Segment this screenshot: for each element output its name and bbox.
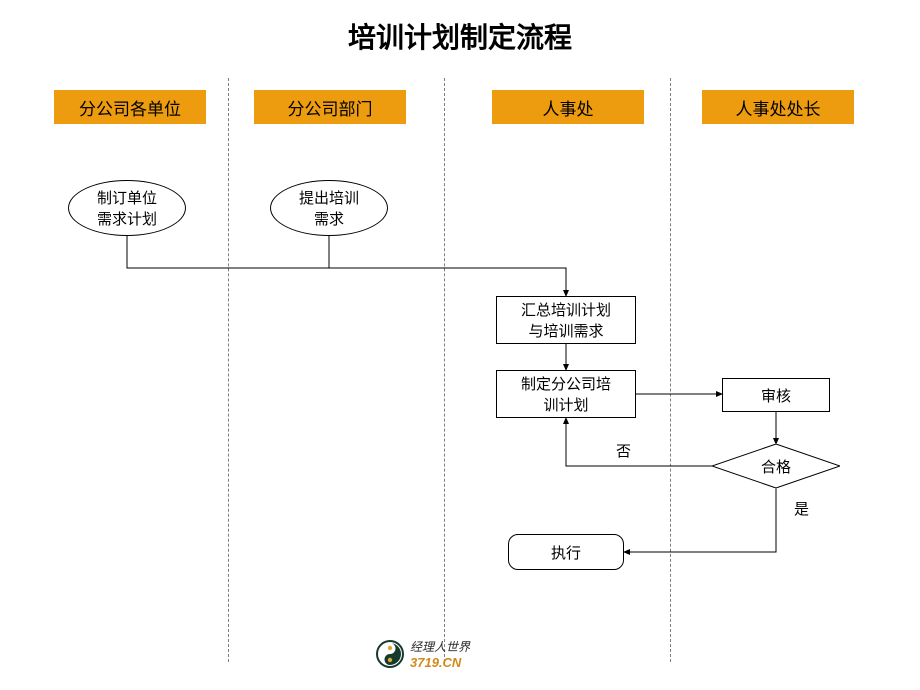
node-text: 执行 <box>551 542 581 563</box>
node-text: 制订单位 <box>97 187 157 208</box>
node-review: 审核 <box>722 378 830 412</box>
node-execute: 执行 <box>508 534 624 570</box>
node-text: 训计划 <box>521 394 611 415</box>
node-text: 制定分公司培 <box>521 373 611 394</box>
lane-header-3-label: 人事处 <box>543 95 594 120</box>
node-text: 汇总培训计划 <box>521 299 611 320</box>
node-propose-training-demand: 提出培训 需求 <box>270 180 388 236</box>
node-summarize-plan: 汇总培训计划 与培训需求 <box>496 296 636 344</box>
edge-n6-yes-n7 <box>624 488 776 552</box>
edge-label-no: 否 <box>616 440 631 461</box>
node-text: 合格 <box>712 444 840 488</box>
lane-header-4: 人事处处长 <box>702 90 854 124</box>
lane-divider-2 <box>444 78 445 662</box>
node-qualified-decision: 合格 <box>712 444 840 488</box>
lane-header-2-label: 分公司部门 <box>288 95 373 120</box>
edge-n6-no-n4 <box>566 418 712 466</box>
edge-n1-n3 <box>127 236 566 296</box>
edge-label-yes: 是 <box>794 498 809 519</box>
brand-line1: 经理人世界 <box>410 638 470 655</box>
lane-header-1-label: 分公司各单位 <box>79 95 181 120</box>
lane-header-3: 人事处 <box>492 90 644 124</box>
lane-header-1: 分公司各单位 <box>54 90 206 124</box>
brand-text: 经理人世界 3719.CN <box>410 638 470 670</box>
node-text: 需求计划 <box>97 208 157 229</box>
lane-divider-1 <box>228 78 229 662</box>
lane-header-2: 分公司部门 <box>254 90 406 124</box>
lane-header-4-label: 人事处处长 <box>736 95 821 120</box>
node-make-branch-plan: 制定分公司培 训计划 <box>496 370 636 418</box>
node-unit-demand-plan: 制订单位 需求计划 <box>68 180 186 236</box>
node-text: 需求 <box>299 208 359 229</box>
node-text: 提出培训 <box>299 187 359 208</box>
node-text: 审核 <box>761 385 791 406</box>
brand-logo-icon <box>376 640 404 668</box>
footer-brand: 经理人世界 3719.CN <box>376 638 470 670</box>
node-text: 与培训需求 <box>521 320 611 341</box>
brand-line2: 3719.CN <box>410 655 470 670</box>
lane-divider-3 <box>670 78 671 662</box>
page-title: 培训计划制定流程 <box>0 16 920 56</box>
